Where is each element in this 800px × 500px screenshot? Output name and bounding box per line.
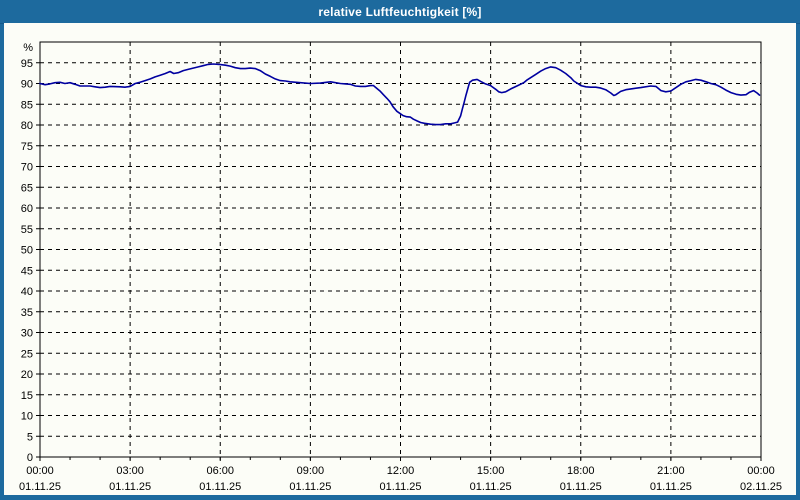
title-bar: relative Luftfeuchtigkeit [%] [0, 0, 800, 24]
x-date-label: 01.11.25 [560, 481, 602, 493]
x-time-label: 15:00 [477, 465, 505, 477]
window-title: relative Luftfeuchtigkeit [%] [318, 4, 482, 19]
humidity-chart: 0 5 10 15 20 25 30 35 40 45 50 55 60 65 70 75 80 85 90 95% 0… [19, 41, 782, 493]
v-gridlines [129, 42, 672, 457]
y-tick-label: 5 [27, 431, 33, 443]
x-date-label: 01.11.25 [199, 481, 241, 493]
y-tick-label: 45 [21, 265, 33, 277]
plot-border [39, 41, 762, 458]
x-date-label: 01.11.25 [109, 481, 151, 493]
y-tick-label: 90 [21, 79, 33, 91]
y-tick-label: 55 [21, 224, 33, 236]
y-tick-label: 30 [21, 328, 33, 340]
x-time-label: 00:00 [26, 465, 54, 477]
y-tick-label: 75 [21, 141, 33, 153]
y-tick-label: 25 [21, 348, 33, 360]
x-date-label: 01.11.25 [289, 481, 331, 493]
x-axis [39, 457, 762, 461]
x-date-label: 01.11.25 [650, 481, 692, 493]
chart-area: 0 5 10 15 20 25 30 35 40 45 50 55 60 65 70 75 80 85 90 95% 0… [4, 23, 796, 495]
x-time-label: 12:00 [387, 465, 415, 477]
y-tick-label: 15 [21, 390, 33, 402]
x-time-label: 21:00 [657, 465, 685, 477]
y-tick-label: 20 [21, 369, 33, 381]
y-tick-label: 50 [21, 245, 33, 257]
x-date-label: 02.11.25 [740, 481, 782, 493]
y-axis [36, 62, 40, 458]
x-time-label: 18:00 [567, 465, 595, 477]
y-tick-label: 10 [21, 411, 33, 423]
x-time-label: 09:00 [297, 465, 325, 477]
y-unit-label: % [23, 42, 33, 54]
humidity-series-line [39, 63, 761, 126]
x-date-label: 01.11.25 [470, 481, 512, 493]
y-tick-label: 80 [21, 120, 33, 132]
y-tick-label: 65 [21, 182, 33, 194]
y-tick-label: 40 [21, 286, 33, 298]
y-tick-label: 35 [21, 307, 33, 319]
y-tick-label: 70 [21, 162, 33, 174]
x-time-label: 03:00 [116, 465, 144, 477]
y-tick-label: 60 [21, 203, 33, 215]
x-date-label: 01.11.25 [19, 481, 61, 493]
x-date-label: 01.11.25 [379, 481, 421, 493]
x-time-label: 06:00 [206, 465, 234, 477]
x-time-label: 00:00 [747, 465, 775, 477]
y-tick-label: 0 [27, 452, 33, 464]
y-tick-label: 85 [21, 99, 33, 111]
y-tick-label: 95 [21, 58, 33, 70]
